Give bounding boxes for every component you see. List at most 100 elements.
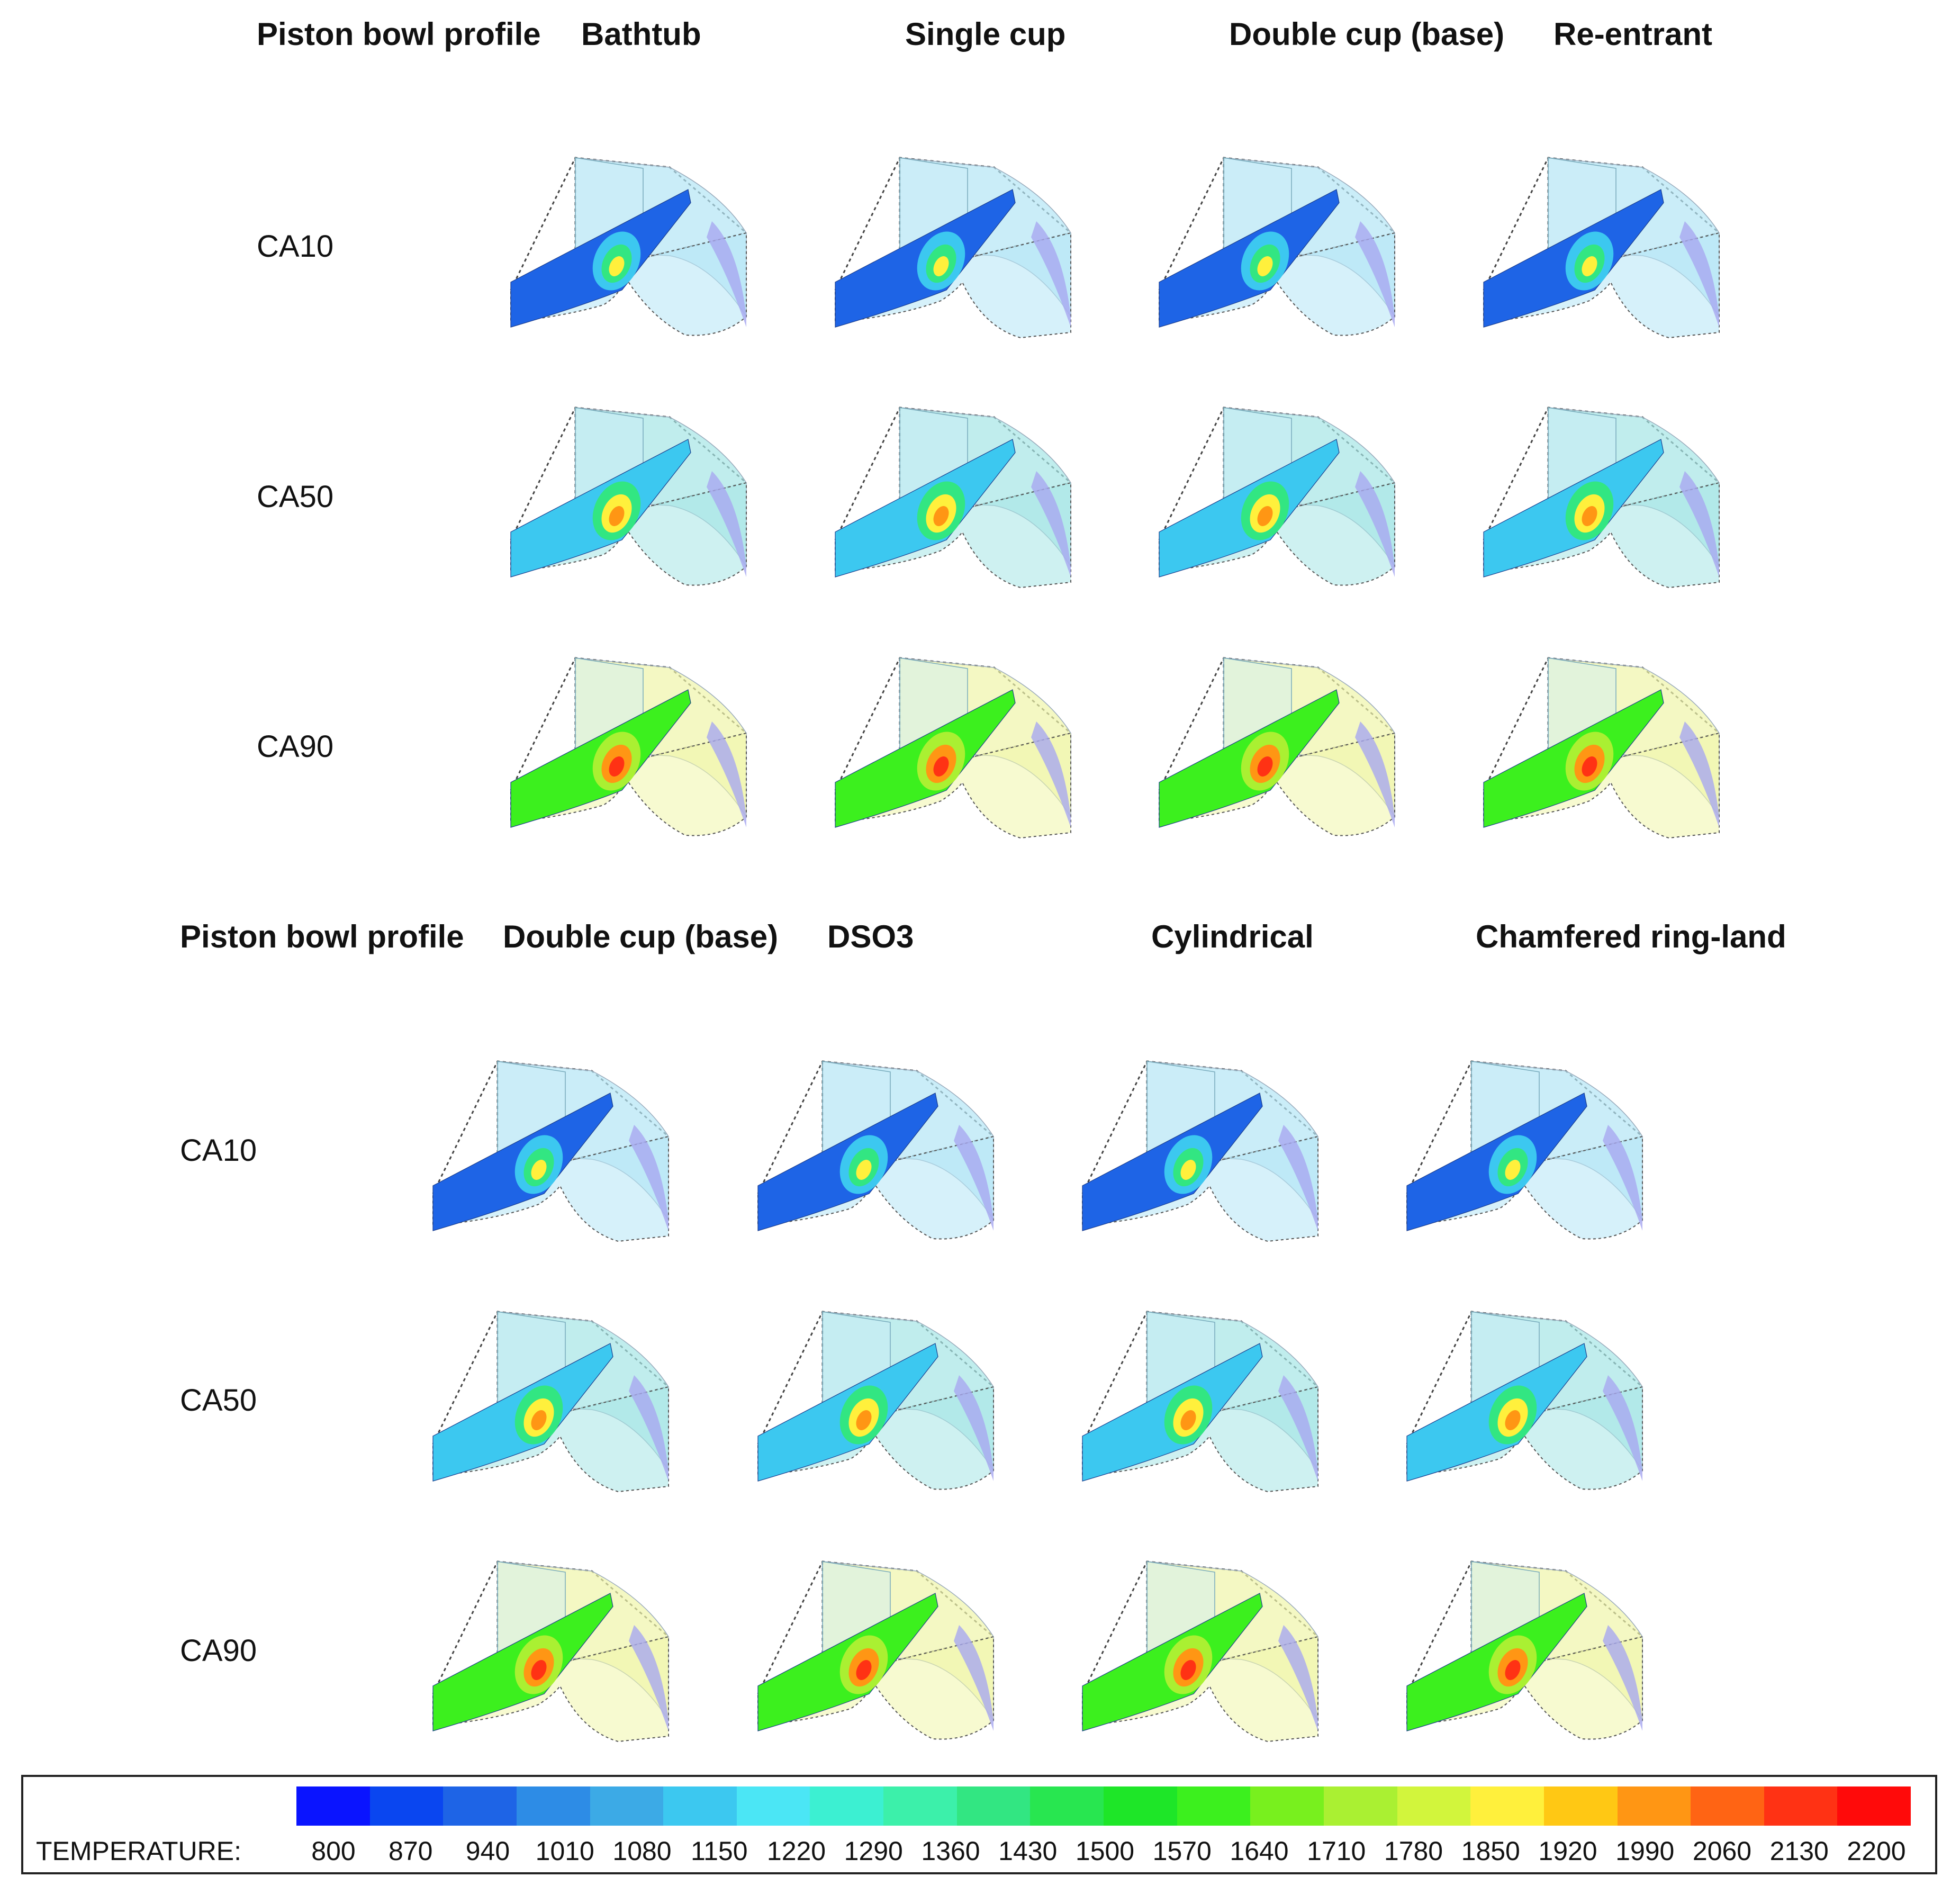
flame-kernel-core — [609, 256, 625, 276]
colorbar-segment — [1250, 1786, 1324, 1826]
bottom-col-chamfered: Chamfered ring-land — [1476, 919, 1786, 954]
colorbar-segment — [516, 1786, 590, 1826]
legend-tick-label: 1220 — [766, 1836, 826, 1866]
contour-plot-ca50 — [1081, 1311, 1318, 1493]
bowl-surface — [835, 732, 1071, 839]
flame-kernel-core — [1505, 1410, 1521, 1430]
bowl-surface — [1159, 232, 1395, 336]
bowl-surface — [1483, 232, 1720, 339]
liner-wall — [1278, 1625, 1318, 1731]
bottom-row-ca50: CA50 — [180, 1383, 257, 1418]
flame-kernel-core — [856, 1660, 872, 1680]
colorbar-segment — [956, 1786, 1031, 1826]
contour-plot-ca50 — [834, 407, 1071, 589]
liner-wall — [1355, 471, 1395, 577]
bowl-surface — [1159, 732, 1395, 836]
bottom-row-ca90: CA90 — [180, 1634, 257, 1668]
temperature-colorbar — [296, 1786, 1911, 1826]
colorbar-segment — [296, 1786, 370, 1826]
bowl-surface — [835, 482, 1071, 589]
flame-kernel-core — [609, 506, 625, 526]
colorbar-segment — [736, 1786, 810, 1826]
bowl-surface — [757, 1636, 994, 1740]
contour-plot-ca90 — [757, 1560, 994, 1740]
flame-kernel-core — [1257, 506, 1273, 526]
liner-wall — [1355, 721, 1395, 827]
contour-plot-ca10 — [432, 1060, 669, 1242]
bowl-surface — [1483, 482, 1720, 589]
contour-plot-ca90 — [1483, 657, 1720, 839]
colorbar-segment — [590, 1786, 664, 1826]
contour-plot-ca10 — [1406, 1060, 1643, 1240]
flame-kernel-core — [933, 506, 949, 526]
liner-wall — [1278, 1375, 1318, 1481]
legend-tick-label: 1500 — [1075, 1836, 1135, 1866]
contour-plot-ca90 — [432, 1560, 669, 1743]
legend-tick-label: 1710 — [1307, 1836, 1366, 1866]
colorbar-segment — [1323, 1786, 1397, 1826]
liner-wall — [1603, 1625, 1642, 1731]
flame-kernel-core — [1257, 756, 1273, 777]
colorbar-segment — [883, 1786, 957, 1826]
liner-wall — [629, 1625, 669, 1731]
liner-wall — [1603, 1125, 1642, 1231]
legend-tick-label: 1780 — [1384, 1836, 1443, 1866]
contour-plot-ca50 — [757, 1311, 994, 1490]
legend-tick-label: 1920 — [1538, 1836, 1597, 1866]
legend-title: TEMPERATURE: — [36, 1836, 241, 1866]
contour-plot-ca10 — [1483, 157, 1720, 339]
flame-kernel-core — [1180, 1410, 1196, 1430]
contour-plot-ca10 — [757, 1060, 994, 1240]
liner-wall — [629, 1125, 669, 1231]
bowl-surface — [1082, 1135, 1318, 1242]
flame-kernel-core — [1582, 756, 1597, 777]
bowl-surface — [1406, 1135, 1643, 1240]
flame-kernel-core — [531, 1410, 547, 1430]
bottom-col-double-cup: Double cup (base) — [503, 919, 779, 954]
top-col-bathtub: Bathtub — [581, 16, 701, 52]
bowl-surface — [1483, 732, 1720, 839]
legend-tick-label: 1360 — [921, 1836, 980, 1866]
flame-kernel-core — [1257, 256, 1273, 276]
colorbar-segment — [1837, 1786, 1911, 1826]
colorbar-segment — [1470, 1786, 1544, 1826]
liner-wall — [954, 1625, 993, 1731]
legend-tick-label: 2060 — [1692, 1836, 1752, 1866]
contour-plot-ca50 — [1483, 407, 1720, 589]
bowl-surface — [757, 1135, 994, 1240]
top-col-double-cup: Double cup (base) — [1229, 16, 1505, 52]
legend-tick-label: 2200 — [1847, 1836, 1906, 1866]
bowl-surface — [432, 1386, 669, 1493]
colorbar-segment — [810, 1786, 884, 1826]
colorbar-segment — [1030, 1786, 1104, 1826]
contour-plot-ca90 — [510, 657, 747, 836]
colorbar-segment — [1617, 1786, 1691, 1826]
contour-plot-ca90 — [1406, 1560, 1643, 1740]
colorbar-segment — [1104, 1786, 1177, 1826]
liner-wall — [1355, 221, 1395, 327]
legend-tick-label: 1290 — [844, 1836, 903, 1866]
liner-wall — [1679, 471, 1719, 577]
flame-kernel-core — [856, 1410, 872, 1430]
contour-plot-ca50 — [1158, 407, 1395, 586]
contour-plot-ca90 — [1081, 1560, 1318, 1743]
flame-kernel-core — [609, 756, 625, 777]
bowl-surface — [432, 1135, 669, 1242]
contour-plot-ca50 — [510, 407, 747, 586]
liner-wall — [707, 471, 746, 577]
flame-kernel-core — [1582, 506, 1597, 526]
bowl-surface — [510, 232, 747, 336]
legend-tick-label: 1080 — [612, 1836, 672, 1866]
flame-kernel-core — [1505, 1660, 1521, 1680]
liner-wall — [954, 1125, 993, 1231]
bowl-surface — [757, 1386, 994, 1490]
bowl-surface — [1082, 1636, 1318, 1743]
top-row-ca90: CA90 — [257, 729, 334, 764]
flame-kernel-core — [1180, 1660, 1196, 1680]
flame-kernel-core — [1505, 1160, 1521, 1180]
liner-wall — [1278, 1125, 1318, 1231]
contour-plot-ca50 — [1406, 1311, 1643, 1490]
bowl-surface — [510, 732, 747, 836]
contour-plot-ca10 — [834, 157, 1071, 339]
bowl-surface — [1406, 1386, 1643, 1490]
